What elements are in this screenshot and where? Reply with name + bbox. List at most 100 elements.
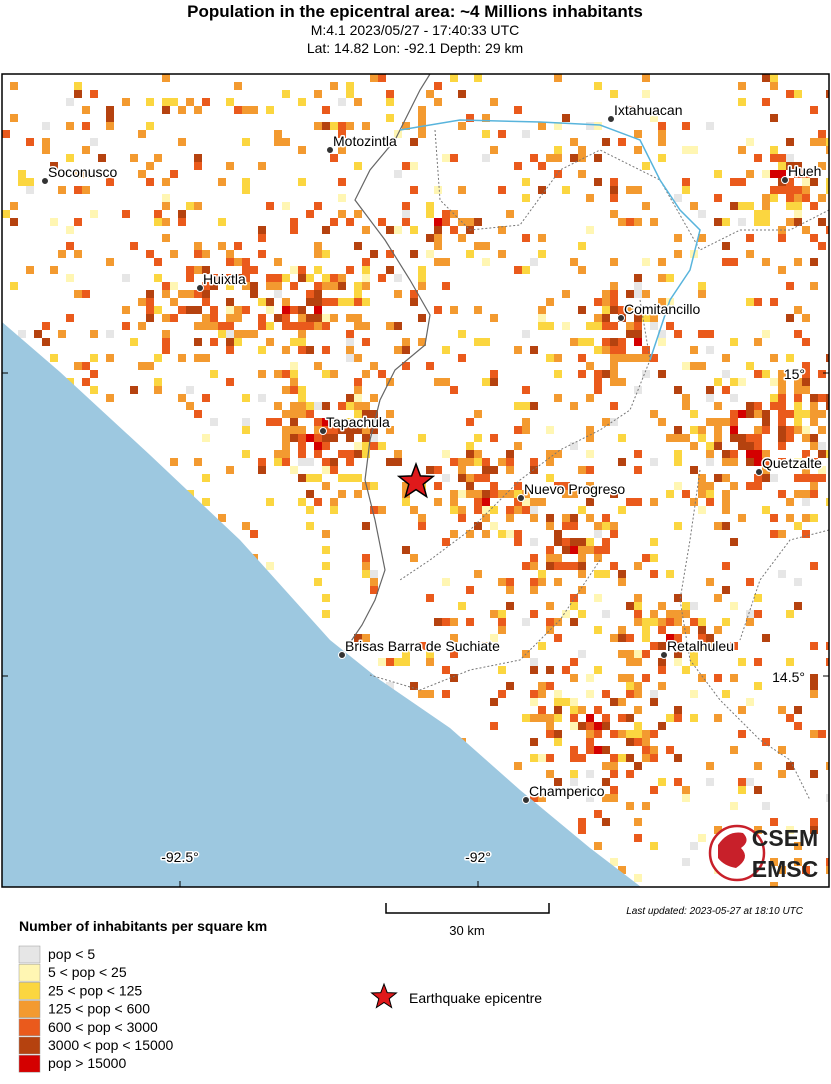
pop-cell	[338, 490, 346, 498]
pop-cell	[306, 210, 314, 218]
pop-cell	[618, 434, 626, 442]
pop-cell	[810, 202, 818, 210]
pop-cell	[626, 354, 634, 362]
pop-cell	[514, 266, 522, 274]
pop-cell	[346, 314, 354, 322]
pop-cell	[562, 666, 570, 674]
pop-cell	[578, 706, 586, 714]
pop-cell	[578, 354, 586, 362]
pop-cell	[298, 266, 306, 274]
pop-cell	[818, 394, 826, 402]
pop-cell	[770, 194, 778, 202]
pop-cell	[170, 98, 178, 106]
pop-cell	[306, 458, 314, 466]
pop-cell	[530, 458, 538, 466]
pop-cell	[410, 290, 418, 298]
pop-cell	[546, 354, 554, 362]
pop-cell	[802, 466, 810, 474]
pop-cell	[594, 298, 602, 306]
pop-cell	[714, 626, 722, 634]
pop-cell	[778, 386, 786, 394]
pop-cell	[450, 154, 458, 162]
pop-cell	[450, 490, 458, 498]
pop-cell	[794, 402, 802, 410]
pop-cell	[146, 298, 154, 306]
pop-cell	[402, 202, 410, 210]
pop-cell	[514, 482, 522, 490]
pop-cell	[698, 362, 706, 370]
pop-cell	[474, 522, 482, 530]
pop-cell	[570, 442, 578, 450]
pop-cell	[378, 74, 386, 82]
pop-cell	[562, 514, 570, 522]
pop-cell	[722, 386, 730, 394]
pop-cell	[618, 378, 626, 386]
pop-cell	[282, 386, 290, 394]
pop-cell	[434, 226, 442, 234]
pop-cell	[322, 434, 330, 442]
pop-cell	[626, 714, 634, 722]
pop-cell	[682, 626, 690, 634]
pop-cell	[170, 250, 178, 258]
pop-cell	[314, 474, 322, 482]
pop-cell	[346, 298, 354, 306]
pop-cell	[346, 402, 354, 410]
pop-cell	[386, 682, 394, 690]
pop-cell	[442, 210, 450, 218]
pop-cell	[570, 338, 578, 346]
place-dot	[660, 651, 668, 659]
pop-cell	[546, 426, 554, 434]
pop-cell	[554, 698, 562, 706]
pop-cell	[786, 658, 794, 666]
pop-cell	[658, 330, 666, 338]
pop-cell	[498, 690, 506, 698]
pop-cell	[258, 394, 266, 402]
pop-cell	[362, 554, 370, 562]
pop-cell	[474, 74, 482, 82]
pop-cell	[282, 458, 290, 466]
pop-cell	[642, 370, 650, 378]
pop-cell	[634, 594, 642, 602]
pop-cell	[274, 138, 282, 146]
pop-cell	[634, 762, 642, 770]
pop-cell	[578, 754, 586, 762]
pop-cell	[522, 330, 530, 338]
pop-cell	[458, 186, 466, 194]
pop-cell	[434, 378, 442, 386]
pop-cell	[706, 330, 714, 338]
pop-cell	[538, 642, 546, 650]
pop-cell	[778, 394, 786, 402]
pop-cell	[690, 602, 698, 610]
pop-cell	[690, 466, 698, 474]
pop-cell	[242, 306, 250, 314]
pop-cell	[826, 858, 829, 866]
pop-cell	[290, 282, 298, 290]
pop-cell	[610, 794, 618, 802]
pop-cell	[282, 450, 290, 458]
pop-cell	[226, 314, 234, 322]
pop-cell	[274, 258, 282, 266]
pop-cell	[570, 706, 578, 714]
pop-cell	[146, 306, 154, 314]
pop-cell	[794, 394, 802, 402]
pop-cell	[82, 186, 90, 194]
pop-cell	[234, 274, 242, 282]
pop-cell	[322, 274, 330, 282]
pop-cell	[530, 610, 538, 618]
pop-cell	[570, 538, 578, 546]
pop-cell	[226, 282, 234, 290]
place-dot	[617, 314, 625, 322]
river	[399, 119, 701, 361]
pop-cell	[346, 122, 354, 130]
pop-cell	[546, 666, 554, 674]
pop-cell	[362, 450, 370, 458]
pop-cell	[474, 474, 482, 482]
pop-cell	[82, 378, 90, 386]
pop-cell	[570, 746, 578, 754]
pop-cell	[578, 818, 586, 826]
pop-cell	[282, 202, 290, 210]
pop-cell	[690, 346, 698, 354]
pop-cell	[722, 258, 730, 266]
pop-cell	[418, 266, 426, 274]
pop-cell	[66, 154, 74, 162]
